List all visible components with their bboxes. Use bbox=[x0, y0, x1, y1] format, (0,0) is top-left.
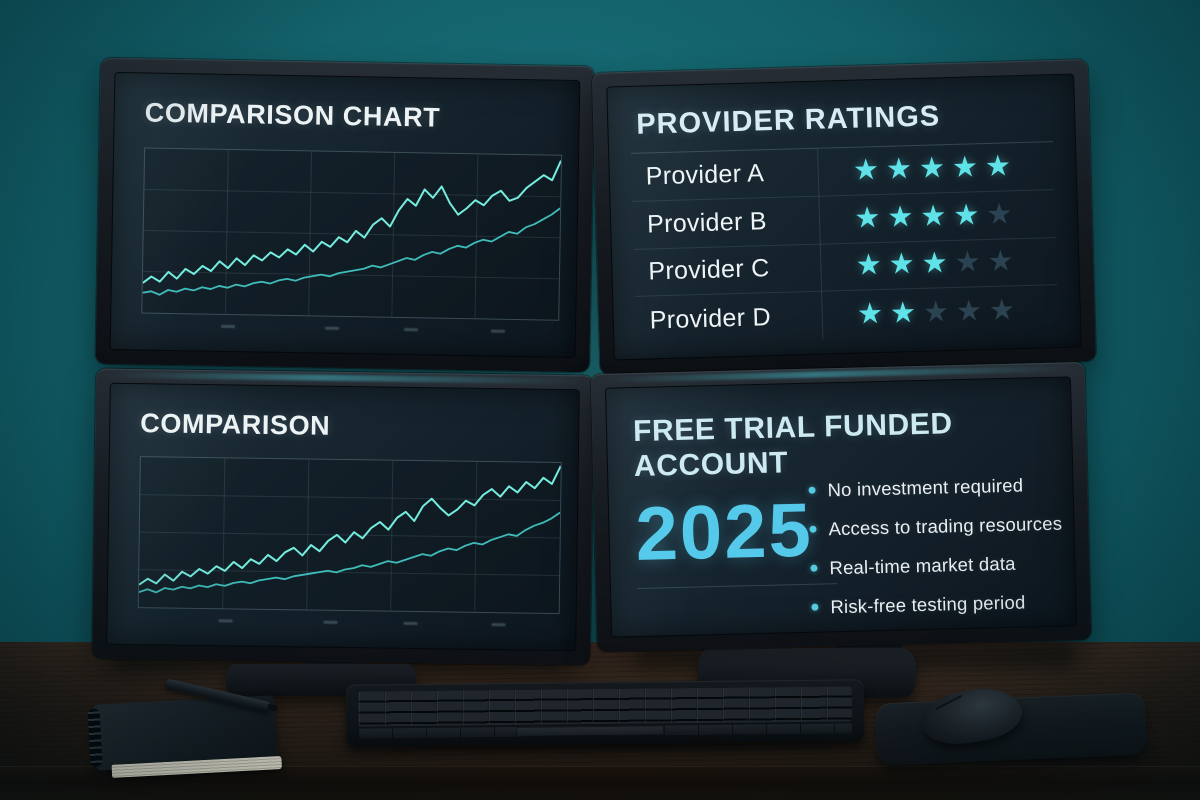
axis-tick bbox=[404, 328, 419, 332]
line-chart-plot bbox=[141, 147, 563, 333]
bullet-text: Risk-free testing period bbox=[830, 591, 1026, 618]
monitor-bottom-left: COMPARISON bbox=[91, 368, 595, 666]
spacebar-key bbox=[516, 725, 665, 737]
monitor-top-left: COMPARISON CHART bbox=[95, 57, 595, 373]
bullet-item: Risk-free testing period bbox=[811, 590, 1073, 618]
bullet-item: Real-time market data bbox=[810, 551, 1072, 579]
star-empty-icon: ★ bbox=[922, 295, 957, 329]
chart-canvas bbox=[139, 457, 561, 613]
screen-free-trial-promo: FREE TRIAL FUNDED ACCOUNT 2025 No invest… bbox=[605, 376, 1077, 638]
star-rating: ★★★★★ bbox=[820, 245, 1057, 283]
series-primary-line bbox=[143, 153, 561, 290]
promo-bullet-list: No investment required Access to trading… bbox=[808, 473, 1074, 635]
bullet-dot-icon bbox=[809, 525, 817, 533]
line-chart-plot bbox=[137, 456, 562, 627]
monitor-bottom-right: FREE TRIAL FUNDED ACCOUNT 2025 No invest… bbox=[590, 362, 1092, 652]
notebook-spiral bbox=[87, 708, 103, 767]
star-filled-icon: ★ bbox=[921, 247, 956, 281]
bullet-item: Access to trading resources bbox=[809, 512, 1071, 540]
axis-tick bbox=[325, 326, 340, 330]
bullet-text: Real-time market data bbox=[829, 552, 1016, 579]
notebook bbox=[87, 678, 283, 778]
screen-comparison: COMPARISON bbox=[106, 382, 580, 652]
bullet-dot-icon bbox=[811, 603, 819, 611]
star-filled-icon: ★ bbox=[918, 151, 953, 185]
promo-heading: FREE TRIAL FUNDED ACCOUNT bbox=[632, 407, 954, 484]
promo-divider bbox=[636, 582, 837, 589]
star-filled-icon: ★ bbox=[856, 297, 891, 331]
bullet-text: No investment required bbox=[827, 474, 1024, 501]
star-filled-icon: ★ bbox=[889, 296, 924, 330]
promo-panel: FREE TRIAL FUNDED ACCOUNT 2025 No invest… bbox=[606, 377, 1076, 636]
axis-tick bbox=[218, 619, 233, 623]
provider-name: Provider A bbox=[645, 159, 765, 191]
axis-tick bbox=[221, 324, 236, 329]
bullet-dot-icon bbox=[808, 486, 816, 494]
star-filled-icon: ★ bbox=[886, 200, 921, 234]
star-rating: ★★★★★ bbox=[818, 197, 1055, 235]
bullet-text: Access to trading resources bbox=[828, 512, 1063, 540]
screen-comparison-chart: COMPARISON CHART bbox=[109, 71, 581, 359]
star-empty-icon: ★ bbox=[954, 246, 989, 280]
chart-title: COMPARISON bbox=[140, 408, 331, 441]
bullet-dot-icon bbox=[810, 564, 818, 572]
provider-name: Provider C bbox=[648, 254, 770, 286]
star-rating: ★★★★★ bbox=[821, 293, 1058, 331]
star-rating: ★★★★★ bbox=[817, 150, 1054, 187]
star-filled-icon: ★ bbox=[951, 150, 986, 184]
ratings-table: Provider A ★★★★★ Provider B ★★★★★ Provid… bbox=[631, 142, 1058, 345]
chart-title: COMPARISON CHART bbox=[144, 97, 441, 133]
star-filled-icon: ★ bbox=[855, 249, 890, 283]
star-empty-icon: ★ bbox=[988, 293, 1023, 327]
chart-grid bbox=[139, 457, 561, 613]
axis-tick bbox=[491, 623, 506, 627]
series-primary-line bbox=[139, 460, 561, 590]
series-secondary-line bbox=[143, 201, 561, 302]
provider-name: Provider B bbox=[646, 206, 768, 239]
axis-tick bbox=[323, 620, 338, 624]
star-empty-icon: ★ bbox=[987, 245, 1022, 279]
star-empty-icon: ★ bbox=[955, 294, 990, 328]
star-filled-icon: ★ bbox=[852, 153, 887, 187]
star-filled-icon: ★ bbox=[952, 198, 987, 232]
star-filled-icon: ★ bbox=[984, 150, 1019, 183]
chart-grid bbox=[142, 149, 561, 320]
star-filled-icon: ★ bbox=[888, 248, 923, 282]
provider-name: Provider D bbox=[649, 302, 772, 335]
axis-tick bbox=[403, 621, 418, 626]
star-filled-icon: ★ bbox=[919, 199, 954, 233]
screen-provider-ratings: PROVIDER RATINGS Provider A ★★★★★ Provid… bbox=[606, 73, 1082, 361]
chart-canvas bbox=[142, 149, 561, 320]
monitor-top-right: PROVIDER RATINGS Provider A ★★★★★ Provid… bbox=[591, 59, 1097, 375]
axis-tick bbox=[491, 329, 506, 333]
star-filled-icon: ★ bbox=[853, 201, 888, 235]
star-empty-icon: ★ bbox=[985, 197, 1020, 231]
ratings-title: PROVIDER RATINGS bbox=[635, 100, 941, 141]
keyboard bbox=[345, 679, 865, 747]
star-filled-icon: ★ bbox=[885, 152, 920, 186]
series-secondary-line bbox=[139, 507, 560, 598]
keyboard-keys bbox=[357, 686, 853, 727]
